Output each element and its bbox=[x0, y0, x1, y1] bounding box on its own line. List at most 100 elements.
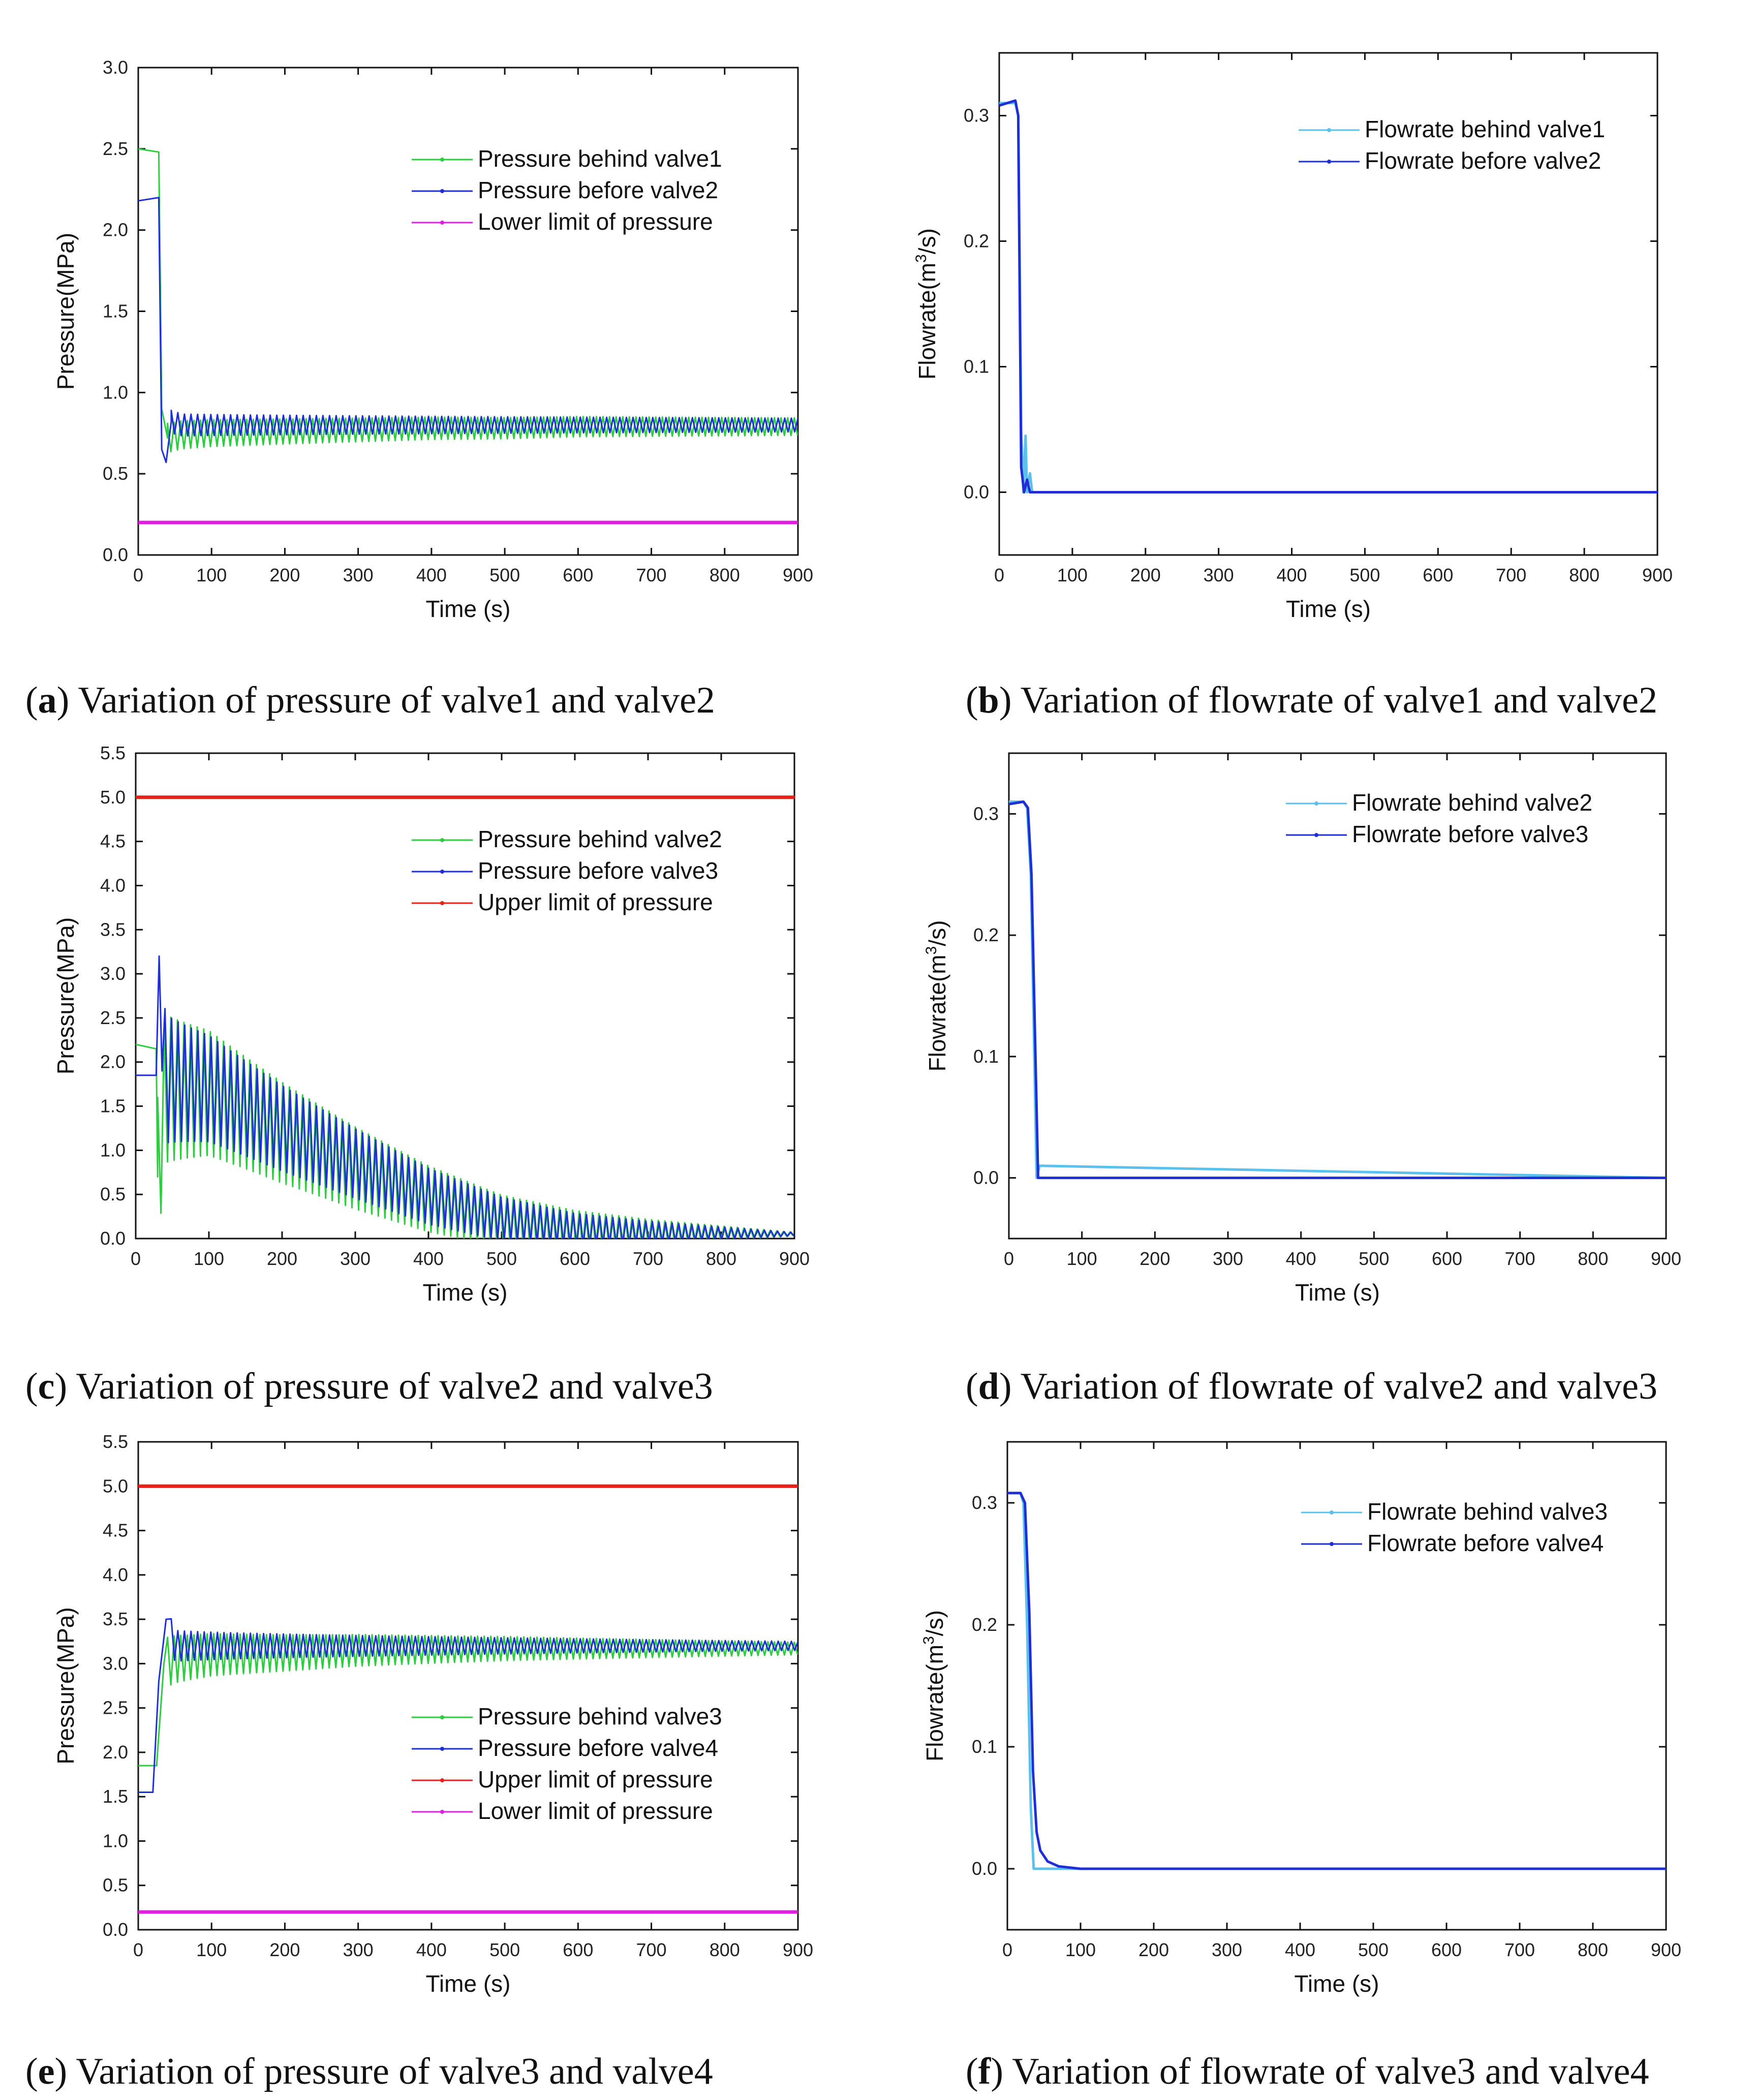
x-tick-label: 0 bbox=[994, 565, 1004, 585]
x-tick-label: 600 bbox=[563, 565, 593, 585]
y-tick-label: 2.5 bbox=[100, 1007, 126, 1028]
x-tick-label: 100 bbox=[194, 1248, 224, 1269]
y-tick-label: 0.5 bbox=[100, 1184, 126, 1205]
x-tick-label: 400 bbox=[1285, 1939, 1315, 1960]
y-axis-label: Flowrate(m3/s) bbox=[913, 228, 940, 380]
y-tick-label: 0.2 bbox=[964, 231, 989, 252]
y-tick-label: 4.5 bbox=[100, 831, 126, 852]
x-tick-label: 400 bbox=[416, 1939, 447, 1960]
y-tick-label: 4.5 bbox=[103, 1520, 128, 1541]
legend-marker bbox=[1330, 1542, 1334, 1546]
x-tick-label: 800 bbox=[1569, 565, 1599, 585]
legend-marker bbox=[440, 1715, 444, 1719]
chart-panel-e: 0 100 200 300 400 500 600 700 800 900 0.0 0.5 1.0 1.5… bbox=[25, 1431, 813, 2092]
y-tick-label: 3.0 bbox=[103, 57, 128, 78]
panel-caption: (c) Variation of pressure of valve2 and … bbox=[25, 1366, 713, 1407]
x-tick-label: 400 bbox=[1277, 565, 1307, 585]
chart-panel-d: 0 100 200 300 400 500 600 700 800 900 0.0 0.1 0.2 0.3… bbox=[923, 752, 1681, 1407]
x-tick-label: 500 bbox=[486, 1248, 517, 1269]
legend-marker bbox=[440, 838, 444, 842]
y-tick-label: 0.5 bbox=[103, 1875, 128, 1896]
x-tick-label: 800 bbox=[710, 565, 740, 585]
y-tick-label: 0.3 bbox=[973, 803, 999, 824]
panel-caption: (a) Variation of pressure of valve1 and … bbox=[25, 680, 715, 721]
series-line-2 bbox=[138, 1618, 798, 1793]
legend-marker bbox=[440, 189, 444, 193]
x-tick-label: 300 bbox=[343, 1939, 374, 1960]
x-tick-label: 0 bbox=[1004, 1248, 1014, 1269]
x-axis-label: Time (s) bbox=[1295, 1970, 1379, 1997]
y-tick-label: 2.5 bbox=[103, 1697, 128, 1718]
y-tick-label: 0.2 bbox=[972, 1614, 997, 1635]
legend-label: Pressure before valve2 bbox=[478, 177, 718, 203]
legend-marker bbox=[1327, 160, 1331, 164]
y-tick-label: 0.3 bbox=[964, 105, 989, 126]
x-tick-label: 200 bbox=[267, 1248, 297, 1269]
x-tick-label: 900 bbox=[1651, 1248, 1681, 1269]
series-line-2 bbox=[136, 955, 794, 1239]
x-tick-label: 500 bbox=[1349, 565, 1380, 585]
x-axis-label: Time (s) bbox=[426, 596, 511, 622]
y-tick-label: 0.1 bbox=[972, 1736, 997, 1757]
y-axis-label: Flowrate(m3/s) bbox=[920, 1610, 948, 1762]
series-line-2 bbox=[1007, 1492, 1666, 1870]
legend-marker bbox=[1314, 801, 1318, 806]
plot-frame bbox=[137, 1441, 799, 1931]
panel-caption: (d) Variation of flowrate of valve2 and … bbox=[966, 1366, 1657, 1407]
series-line-1 bbox=[138, 1633, 798, 1767]
y-tick-label: 5.0 bbox=[103, 1475, 128, 1496]
x-tick-label: 400 bbox=[416, 565, 447, 585]
x-tick-label: 0 bbox=[133, 1939, 143, 1960]
legend: Flowrate behind valve1 Flowrate before va… bbox=[1299, 116, 1605, 174]
y-tick-label: 4.0 bbox=[100, 875, 126, 895]
x-tick-label: 0 bbox=[133, 565, 143, 585]
y-axis-label: Pressure(MPa) bbox=[52, 233, 79, 390]
y-tick-label: 3.0 bbox=[103, 1653, 128, 1674]
x-tick-label: 600 bbox=[560, 1248, 590, 1269]
x-tick-label: 900 bbox=[779, 1248, 810, 1269]
y-axis-label: Pressure(MPa) bbox=[52, 1607, 79, 1764]
x-tick-label: 500 bbox=[489, 565, 520, 585]
x-tick-label: 900 bbox=[1651, 1939, 1681, 1960]
y-tick-label: 0.0 bbox=[103, 544, 128, 565]
x-tick-label: 100 bbox=[196, 565, 227, 585]
legend: Pressure behind valve2 Pressure before va… bbox=[412, 826, 722, 915]
x-tick-label: 600 bbox=[1432, 1248, 1462, 1269]
x-tick-label: 700 bbox=[1496, 565, 1526, 585]
series-line-2 bbox=[138, 197, 798, 464]
legend-label: Lower limit of pressure bbox=[478, 208, 713, 235]
y-tick-label: 3.5 bbox=[103, 1609, 128, 1629]
legend-marker bbox=[440, 158, 444, 162]
x-axis-label: Time (s) bbox=[1295, 1279, 1380, 1306]
legend-label: Upper limit of pressure bbox=[478, 889, 713, 915]
x-tick-label: 100 bbox=[1065, 1939, 1096, 1960]
series-line-1 bbox=[1009, 800, 1666, 1180]
x-tick-label: 200 bbox=[269, 1939, 300, 1960]
x-tick-label: 800 bbox=[1578, 1939, 1608, 1960]
x-tick-label: 600 bbox=[1423, 565, 1453, 585]
x-tick-label: 800 bbox=[706, 1248, 736, 1269]
y-tick-label: 0.0 bbox=[964, 482, 989, 503]
y-tick-label: 5.5 bbox=[100, 743, 126, 763]
x-tick-label: 900 bbox=[783, 565, 813, 585]
y-tick-label: 2.5 bbox=[103, 138, 128, 159]
legend-label: Flowrate before valve2 bbox=[1365, 147, 1601, 174]
x-tick-label: 100 bbox=[1067, 1248, 1097, 1269]
legend-marker bbox=[440, 1810, 444, 1814]
legend-label: Upper limit of pressure bbox=[478, 1766, 713, 1793]
x-tick-label: 300 bbox=[343, 565, 374, 585]
x-tick-label: 0 bbox=[131, 1248, 141, 1269]
plot-frame bbox=[1008, 752, 1667, 1240]
x-tick-label: 100 bbox=[1057, 565, 1088, 585]
legend: Flowrate behind valve3 Flowrate before va… bbox=[1301, 1498, 1608, 1556]
x-tick-label: 800 bbox=[710, 1939, 740, 1960]
panel-caption: (b) Variation of flowrate of valve1 and … bbox=[966, 680, 1657, 721]
legend-label: Pressure before valve3 bbox=[478, 857, 718, 884]
legend-label: Pressure behind valve2 bbox=[478, 826, 722, 852]
y-tick-label: 4.0 bbox=[103, 1564, 128, 1585]
legend: Pressure behind valve1 Pressure before va… bbox=[412, 145, 722, 235]
y-tick-label: 0.5 bbox=[103, 463, 128, 484]
x-tick-label: 700 bbox=[636, 1939, 667, 1960]
legend-marker bbox=[1314, 833, 1318, 837]
